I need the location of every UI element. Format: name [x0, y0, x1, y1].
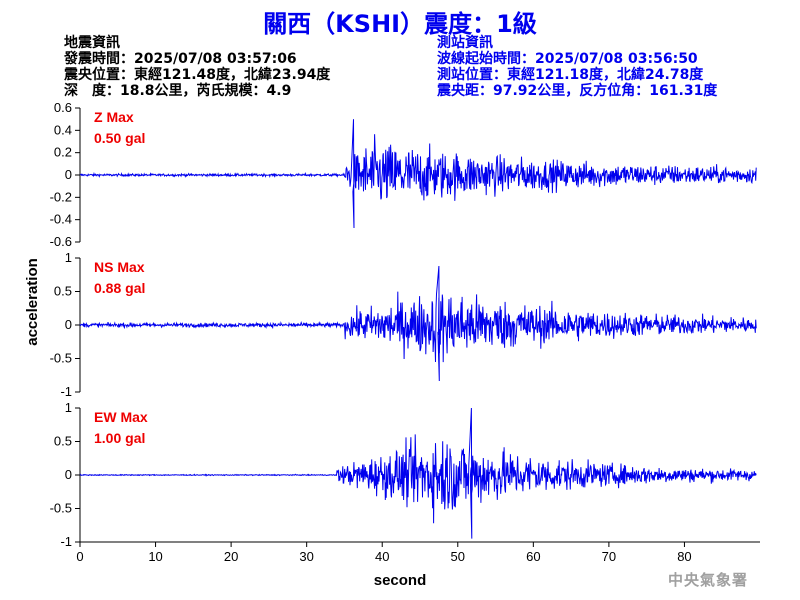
- y-tick-label: 0.5: [54, 284, 72, 299]
- waveform-EW: [79, 407, 757, 539]
- y-tick-label: -0.5: [50, 501, 72, 516]
- chart-title: 關西（KSHI）震度：1級: [263, 10, 537, 38]
- y-tick-label: 0.4: [54, 122, 72, 137]
- max-label-EW: EW Max: [94, 409, 148, 425]
- max-value-Z: 0.50 gal: [94, 130, 145, 146]
- waveform-NS: [79, 265, 757, 382]
- max-value-EW: 1.00 gal: [94, 430, 145, 446]
- x-tick-label: 50: [451, 549, 465, 564]
- quake-info-heading: 地震資訊: [64, 35, 120, 51]
- x-tick-label: 80: [677, 549, 691, 564]
- waveform-Z: [79, 119, 757, 229]
- x-tick-label: 40: [375, 549, 389, 564]
- y-tick-label: 0: [65, 167, 72, 182]
- y-tick-label: 0: [65, 467, 72, 482]
- max-value-NS: 0.88 gal: [94, 280, 145, 296]
- x-tick-label: 20: [224, 549, 238, 564]
- station-info: 測站資訊 波線起始時間：2025/07/08 03:56:50 測站位置：東經1…: [437, 35, 717, 99]
- origin-time: 發震時間：2025/07/08 03:57:06: [64, 51, 297, 67]
- x-axis-label: second: [374, 572, 427, 589]
- max-label-NS: NS Max: [94, 259, 145, 275]
- y-tick-label: -1: [60, 384, 72, 399]
- y-tick-label: -0.6: [50, 234, 72, 249]
- y-tick-label: 0.5: [54, 434, 72, 449]
- wave-start-time: 波線起始時間：2025/07/08 03:56:50: [437, 51, 698, 67]
- x-tick-label: 0: [76, 549, 83, 564]
- x-tick-label: 10: [148, 549, 162, 564]
- x-tick-label: 60: [526, 549, 540, 564]
- x-tick-label: 70: [602, 549, 616, 564]
- max-label-Z: Z Max: [94, 109, 134, 125]
- station-info-heading: 測站資訊: [437, 35, 493, 51]
- y-tick-label: 0.6: [54, 100, 72, 115]
- y-axis-label: acceleration: [24, 258, 41, 346]
- y-tick-label: 0.2: [54, 145, 72, 160]
- epicentral-distance: 震央距：97.92公里，反方位角：161.31度: [437, 83, 718, 99]
- earthquake-info: 地震資訊 發震時間：2025/07/08 03:57:06 震央位置：東經121…: [64, 35, 330, 99]
- agency-name: 中央氣象署: [667, 571, 748, 589]
- depth-magnitude: 深 度：18.8公里，芮氏規模：4.9: [64, 83, 292, 99]
- y-tick-label: -0.5: [50, 351, 72, 366]
- station-location: 測站位置：東經121.18度，北緯24.78度: [437, 67, 704, 83]
- y-tick-label: 0: [65, 317, 72, 332]
- epicenter-location: 震央位置：東經121.48度，北緯23.94度: [64, 67, 331, 83]
- x-tick-label: 30: [299, 549, 313, 564]
- y-tick-label: -1: [60, 534, 72, 549]
- y-tick-label: 1: [65, 400, 72, 415]
- y-tick-label: 1: [65, 250, 72, 265]
- y-tick-label: -0.2: [50, 189, 72, 204]
- y-tick-label: -0.4: [50, 212, 72, 227]
